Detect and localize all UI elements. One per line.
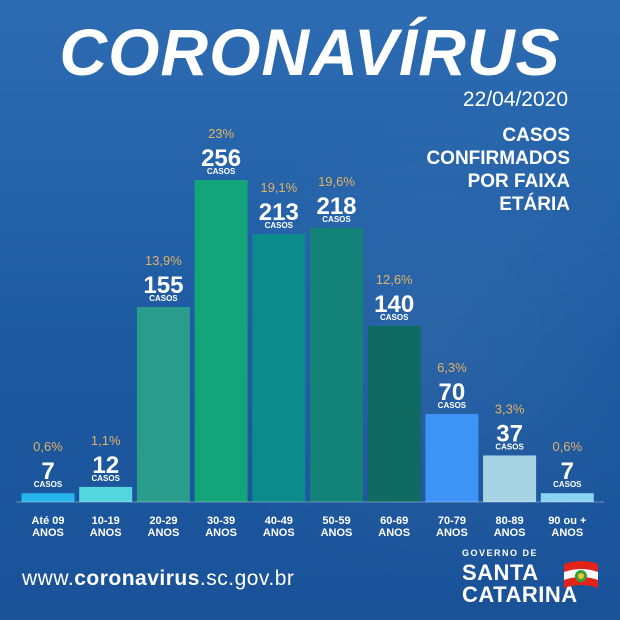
website-suffix: .sc.gov.br xyxy=(199,567,295,590)
category-label: 70-79 xyxy=(438,515,466,527)
category-label: 60-69 xyxy=(380,515,408,527)
category-unit-label: ANOS xyxy=(321,527,353,539)
bar-percent-label: 23% xyxy=(208,126,234,141)
bar-percent-label: 1,1% xyxy=(91,433,121,448)
subtitle-line: ETÁRIA xyxy=(499,194,570,215)
bar-percent-label: 0,6% xyxy=(33,439,63,454)
category-unit-label: ANOS xyxy=(148,527,180,539)
bar-unit-label: CASOS xyxy=(322,215,351,224)
category-label: 40-49 xyxy=(265,515,293,527)
bar-value-label: 7 xyxy=(561,458,574,485)
category-unit-label: ANOS xyxy=(551,527,583,539)
bar-5 xyxy=(310,227,363,502)
category-unit-label: ANOS xyxy=(205,527,237,539)
bar-value-label: 7 xyxy=(41,458,54,485)
bar-percent-label: 12,6% xyxy=(376,272,413,287)
bar-unit-label: CASOS xyxy=(207,167,236,176)
bar-value-label: 12 xyxy=(92,452,119,479)
category-label: 30-39 xyxy=(207,515,235,527)
bar-unit-label: CASOS xyxy=(380,313,409,322)
bar-0 xyxy=(21,493,75,502)
bar-2 xyxy=(136,307,190,502)
bar-unit-label: CASOS xyxy=(553,480,582,489)
bar-9 xyxy=(540,493,594,502)
bar-value-label: 213 xyxy=(259,199,299,226)
logo-line-santa: SANTA xyxy=(462,560,539,585)
category-label: 20-29 xyxy=(149,515,177,527)
category-unit-label: ANOS xyxy=(90,527,122,539)
logo-caption: GOVERNO DE xyxy=(462,548,539,558)
bar-value-label: 140 xyxy=(374,291,414,318)
bar-percent-label: 19,6% xyxy=(318,174,355,189)
bar-7 xyxy=(425,413,479,502)
subtitle-line: CONFIRMADOS xyxy=(426,148,570,169)
subtitle-line: POR FAIXA xyxy=(467,171,570,192)
bar-unit-label: CASOS xyxy=(265,221,294,230)
government-logo: GOVERNO DE SANTA CATARINA xyxy=(462,548,602,610)
bar-value-label: 70 xyxy=(439,379,466,406)
page-title: CORONAVÍRUS xyxy=(59,15,561,89)
bar-percent-label: 3,3% xyxy=(495,401,525,416)
bar-value-label: 37 xyxy=(496,420,523,447)
category-label: 90 ou + xyxy=(548,515,586,527)
website-link[interactable]: www.coronavirus.sc.gov.br xyxy=(22,566,294,592)
website-domain: coronavirus xyxy=(74,567,200,590)
chart-subtitle: CASOS CONFIRMADOS POR FAIXA ETÁRIA xyxy=(350,124,570,216)
logo-line-catarina: CATARINA xyxy=(462,582,578,607)
subtitle-line: CASOS xyxy=(502,125,570,146)
bar-4 xyxy=(252,234,306,502)
category-unit-label: ANOS xyxy=(436,527,468,539)
bar-percent-label: 0,6% xyxy=(552,439,582,454)
category-label: 80-89 xyxy=(496,515,524,527)
category-label: 10-19 xyxy=(92,515,120,527)
bar-unit-label: CASOS xyxy=(495,442,524,451)
bar-1 xyxy=(79,486,133,502)
state-flag-icon xyxy=(564,561,598,588)
bar-unit-label: CASOS xyxy=(34,480,63,489)
category-label: Até 09 xyxy=(31,515,64,527)
bar-unit-label: CASOS xyxy=(91,474,120,483)
bar-unit-label: CASOS xyxy=(438,401,467,410)
bar-value-label: 155 xyxy=(143,272,183,299)
bar-6 xyxy=(367,325,421,502)
category-label: 50-59 xyxy=(322,515,350,527)
category-unit-label: ANOS xyxy=(494,527,526,539)
bar-value-label: 218 xyxy=(316,193,356,220)
bar-3 xyxy=(194,180,248,502)
bar-value-label: 256 xyxy=(201,145,241,172)
bar-8 xyxy=(483,455,537,502)
bar-percent-label: 6,3% xyxy=(437,360,467,375)
category-unit-label: ANOS xyxy=(378,527,410,539)
category-unit-label: ANOS xyxy=(32,527,64,539)
date-label: 22/04/2020 xyxy=(462,88,568,111)
website-prefix: www. xyxy=(22,567,75,590)
bar-percent-label: 13,9% xyxy=(145,253,182,268)
category-unit-label: ANOS xyxy=(263,527,295,539)
bar-percent-label: 19,1% xyxy=(260,180,297,195)
bar-unit-label: CASOS xyxy=(149,294,178,303)
